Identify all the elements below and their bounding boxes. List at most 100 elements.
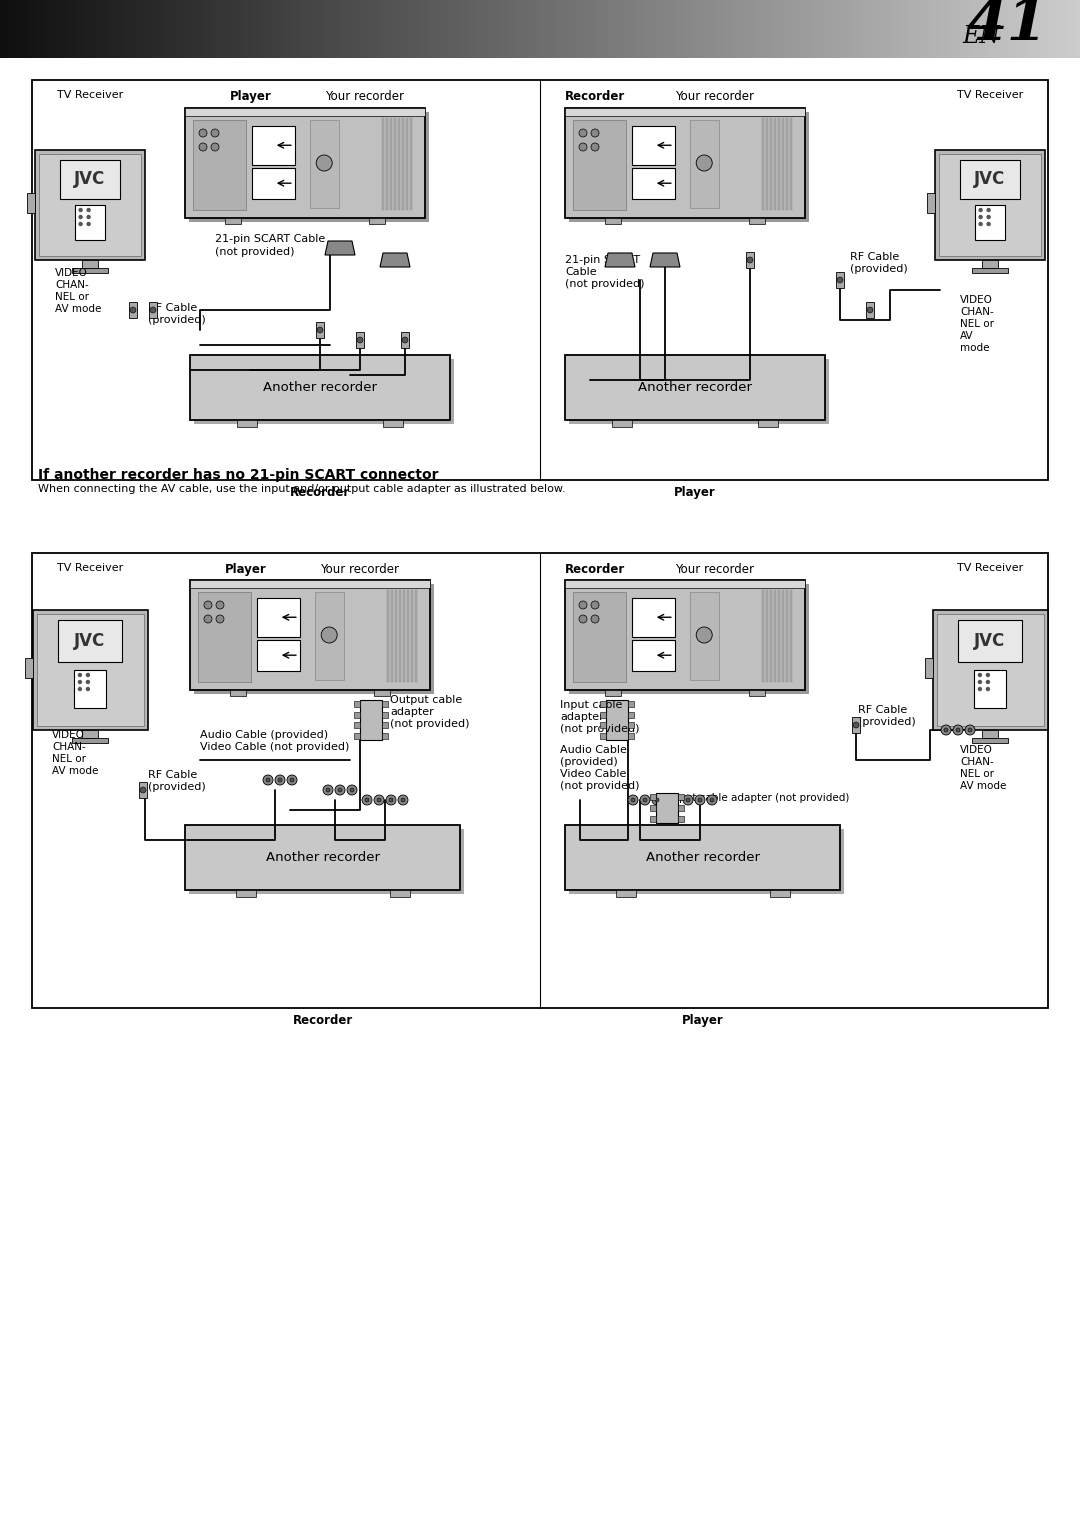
Text: Another recorder: Another recorder (646, 852, 759, 864)
Bar (400, 0, 404, 58)
Circle shape (347, 784, 357, 795)
Bar (443, 0, 447, 58)
Bar (972, 0, 976, 58)
Bar (165, 0, 171, 58)
Circle shape (389, 798, 393, 803)
Circle shape (402, 337, 408, 343)
Bar (656, 0, 660, 58)
Bar (116, 0, 120, 58)
Bar (170, 0, 174, 58)
Bar (421, 0, 426, 58)
Bar (548, 0, 552, 58)
Bar (194, 584, 434, 694)
Bar (773, 591, 775, 682)
Bar (483, 0, 487, 58)
Bar (190, 356, 450, 420)
Bar (846, 0, 851, 58)
Bar (705, 0, 711, 58)
Circle shape (986, 673, 989, 676)
Bar (382, 711, 388, 717)
Bar (386, 0, 390, 58)
Bar (594, 0, 598, 58)
Bar (626, 0, 631, 58)
Bar (710, 0, 714, 58)
Bar (51, 0, 55, 58)
Circle shape (79, 215, 82, 218)
Bar (72, 269, 108, 273)
Bar (731, 0, 735, 58)
Text: JVC: JVC (974, 632, 1005, 650)
Circle shape (697, 627, 712, 642)
Text: Another recorder: Another recorder (638, 382, 752, 394)
Bar (565, 826, 840, 890)
Bar (137, 0, 141, 58)
Bar (565, 108, 805, 116)
Circle shape (980, 223, 982, 226)
Bar (702, 0, 706, 58)
Text: CHAN-: CHAN- (960, 307, 994, 317)
Text: 41: 41 (967, 0, 1048, 52)
Bar (32, 79, 1048, 481)
Circle shape (204, 615, 212, 623)
Bar (73, 670, 106, 708)
Bar (399, 591, 401, 682)
Bar (40, 0, 44, 58)
Bar (982, 259, 998, 269)
Bar (1072, 0, 1078, 58)
Circle shape (966, 725, 975, 736)
Bar (364, 0, 368, 58)
Circle shape (643, 798, 647, 803)
Bar (990, 0, 995, 58)
Bar (1048, 0, 1052, 58)
Bar (937, 613, 1044, 726)
Text: (not provided): (not provided) (561, 781, 639, 790)
Bar (802, 0, 808, 58)
Bar (716, 0, 721, 58)
Bar (58, 620, 122, 662)
Circle shape (275, 775, 285, 784)
Bar (969, 0, 973, 58)
Bar (414, 0, 419, 58)
Circle shape (199, 130, 207, 137)
Text: AV mode: AV mode (55, 304, 102, 314)
Bar (43, 0, 48, 58)
Bar (500, 0, 505, 58)
Bar (321, 0, 325, 58)
Bar (497, 0, 501, 58)
Circle shape (707, 795, 717, 806)
Text: Recorder: Recorder (565, 563, 625, 575)
Bar (429, 0, 433, 58)
Bar (861, 0, 865, 58)
Text: NEL or: NEL or (960, 319, 994, 330)
Bar (540, 0, 544, 58)
Bar (690, 592, 718, 681)
Text: (provided): (provided) (561, 757, 618, 768)
Bar (788, 0, 793, 58)
Bar (238, 0, 242, 58)
Circle shape (686, 798, 690, 803)
Bar (403, 0, 408, 58)
Bar (22, 0, 26, 58)
Bar (259, 0, 264, 58)
Bar (799, 0, 804, 58)
Bar (670, 0, 674, 58)
Bar (75, 204, 106, 240)
Circle shape (747, 256, 753, 262)
Text: VIDEO: VIDEO (55, 269, 87, 278)
Text: (provided): (provided) (850, 264, 908, 275)
Bar (835, 0, 840, 58)
Circle shape (79, 673, 81, 676)
Bar (245, 0, 249, 58)
Bar (190, 580, 430, 690)
Bar (190, 580, 430, 588)
Bar (974, 204, 1005, 240)
Bar (796, 0, 800, 58)
Circle shape (956, 728, 960, 732)
Bar (191, 0, 195, 58)
Circle shape (968, 728, 972, 732)
Bar (606, 700, 627, 740)
Text: TV Receiver: TV Receiver (957, 563, 1023, 572)
Bar (193, 121, 246, 211)
Bar (645, 0, 649, 58)
Bar (745, 0, 750, 58)
